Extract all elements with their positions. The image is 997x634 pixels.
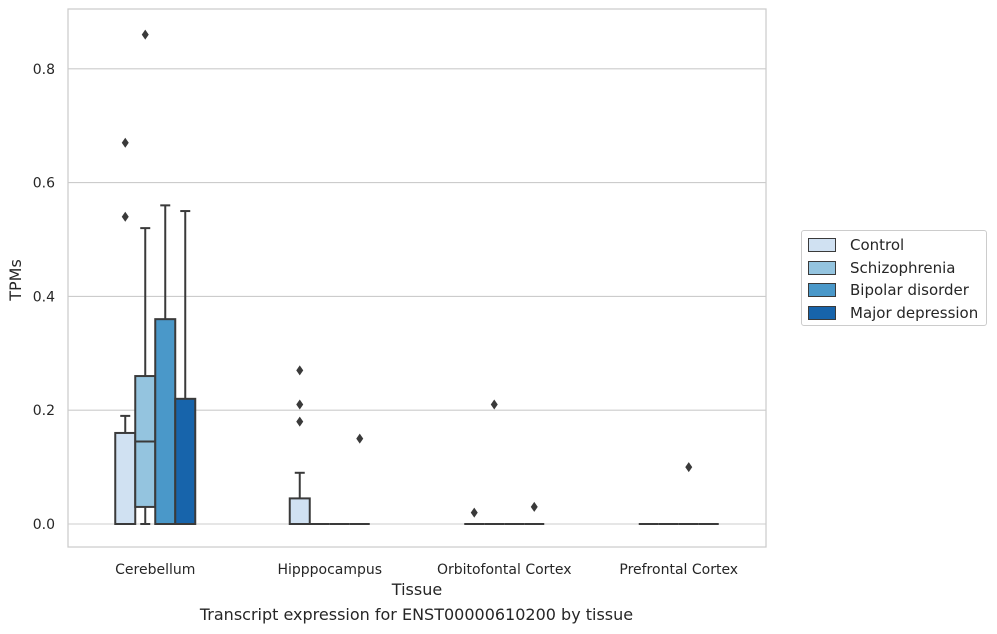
x-axis-label: Tissue bbox=[391, 580, 442, 599]
y-tick-label: 0.4 bbox=[33, 289, 55, 305]
outlier-point bbox=[356, 433, 364, 444]
legend-item: Schizophrenia bbox=[808, 259, 955, 277]
box-plots bbox=[114, 29, 719, 526]
outlier-point bbox=[685, 462, 693, 473]
plot-frame bbox=[67, 8, 767, 548]
iqr-box bbox=[174, 397, 197, 526]
x-tick-labels: Cerebellum Hipppocampus Orbitofontal Corte… bbox=[115, 562, 738, 578]
legend-item: Control bbox=[808, 236, 904, 254]
box-schizophrenia bbox=[484, 399, 505, 525]
x-tick-label: Hipppocampus bbox=[277, 562, 382, 578]
box-major-depression bbox=[524, 501, 545, 525]
y-axis-label: TPMs bbox=[6, 259, 25, 302]
box-control bbox=[464, 507, 485, 525]
box-schizophrenia bbox=[134, 29, 157, 525]
legend-swatch bbox=[808, 260, 836, 275]
outlier-point bbox=[121, 211, 129, 222]
box-bipolar-disorder bbox=[154, 204, 177, 525]
box-major-depression bbox=[174, 210, 197, 526]
y-tick-labels: 0.0 0.2 0.4 0.6 0.8 bbox=[33, 62, 55, 533]
x-tick-label: Cerebellum bbox=[115, 562, 195, 578]
iqr-box bbox=[114, 431, 137, 525]
outlier-point bbox=[296, 416, 304, 427]
box-bipolar-disorder bbox=[678, 462, 699, 525]
box-major-depression bbox=[349, 433, 370, 525]
legend-swatch bbox=[808, 283, 836, 297]
box-control bbox=[288, 365, 311, 525]
y-tick-label: 0.0 bbox=[33, 517, 55, 533]
y-tick-label: 0.8 bbox=[33, 62, 55, 78]
iqr-box bbox=[154, 318, 177, 525]
outlier-point bbox=[141, 29, 149, 40]
y-tick-label: 0.6 bbox=[33, 176, 55, 192]
x-tick-label: Prefrontal Cortex bbox=[619, 562, 738, 578]
legend-label: Major depression bbox=[850, 303, 979, 322]
outlier-point bbox=[490, 399, 498, 410]
legend-swatch bbox=[808, 305, 836, 320]
outlier-point bbox=[470, 507, 478, 518]
legend-label: Bipolar disorder bbox=[850, 281, 969, 299]
chart-caption: Transcript expression for ENST0000061020… bbox=[199, 605, 634, 624]
legend-item: Major depression bbox=[808, 304, 978, 322]
legend: Control Schizophrenia Bipolar disorder Majo… bbox=[801, 230, 987, 326]
box-control bbox=[114, 137, 137, 525]
y-tick-label: 0.2 bbox=[33, 403, 55, 419]
outlier-point bbox=[121, 137, 129, 148]
outlier-point bbox=[530, 501, 538, 512]
outlier-point bbox=[296, 399, 304, 410]
iqr-box bbox=[288, 497, 311, 525]
outlier-point bbox=[296, 365, 304, 376]
legend-label: Schizophrenia bbox=[850, 258, 956, 277]
legend-swatch bbox=[808, 238, 836, 252]
x-tick-label: Orbitofontal Cortex bbox=[437, 562, 572, 578]
legend-label: Control bbox=[850, 236, 905, 254]
legend-item: Bipolar disorder bbox=[808, 281, 969, 299]
